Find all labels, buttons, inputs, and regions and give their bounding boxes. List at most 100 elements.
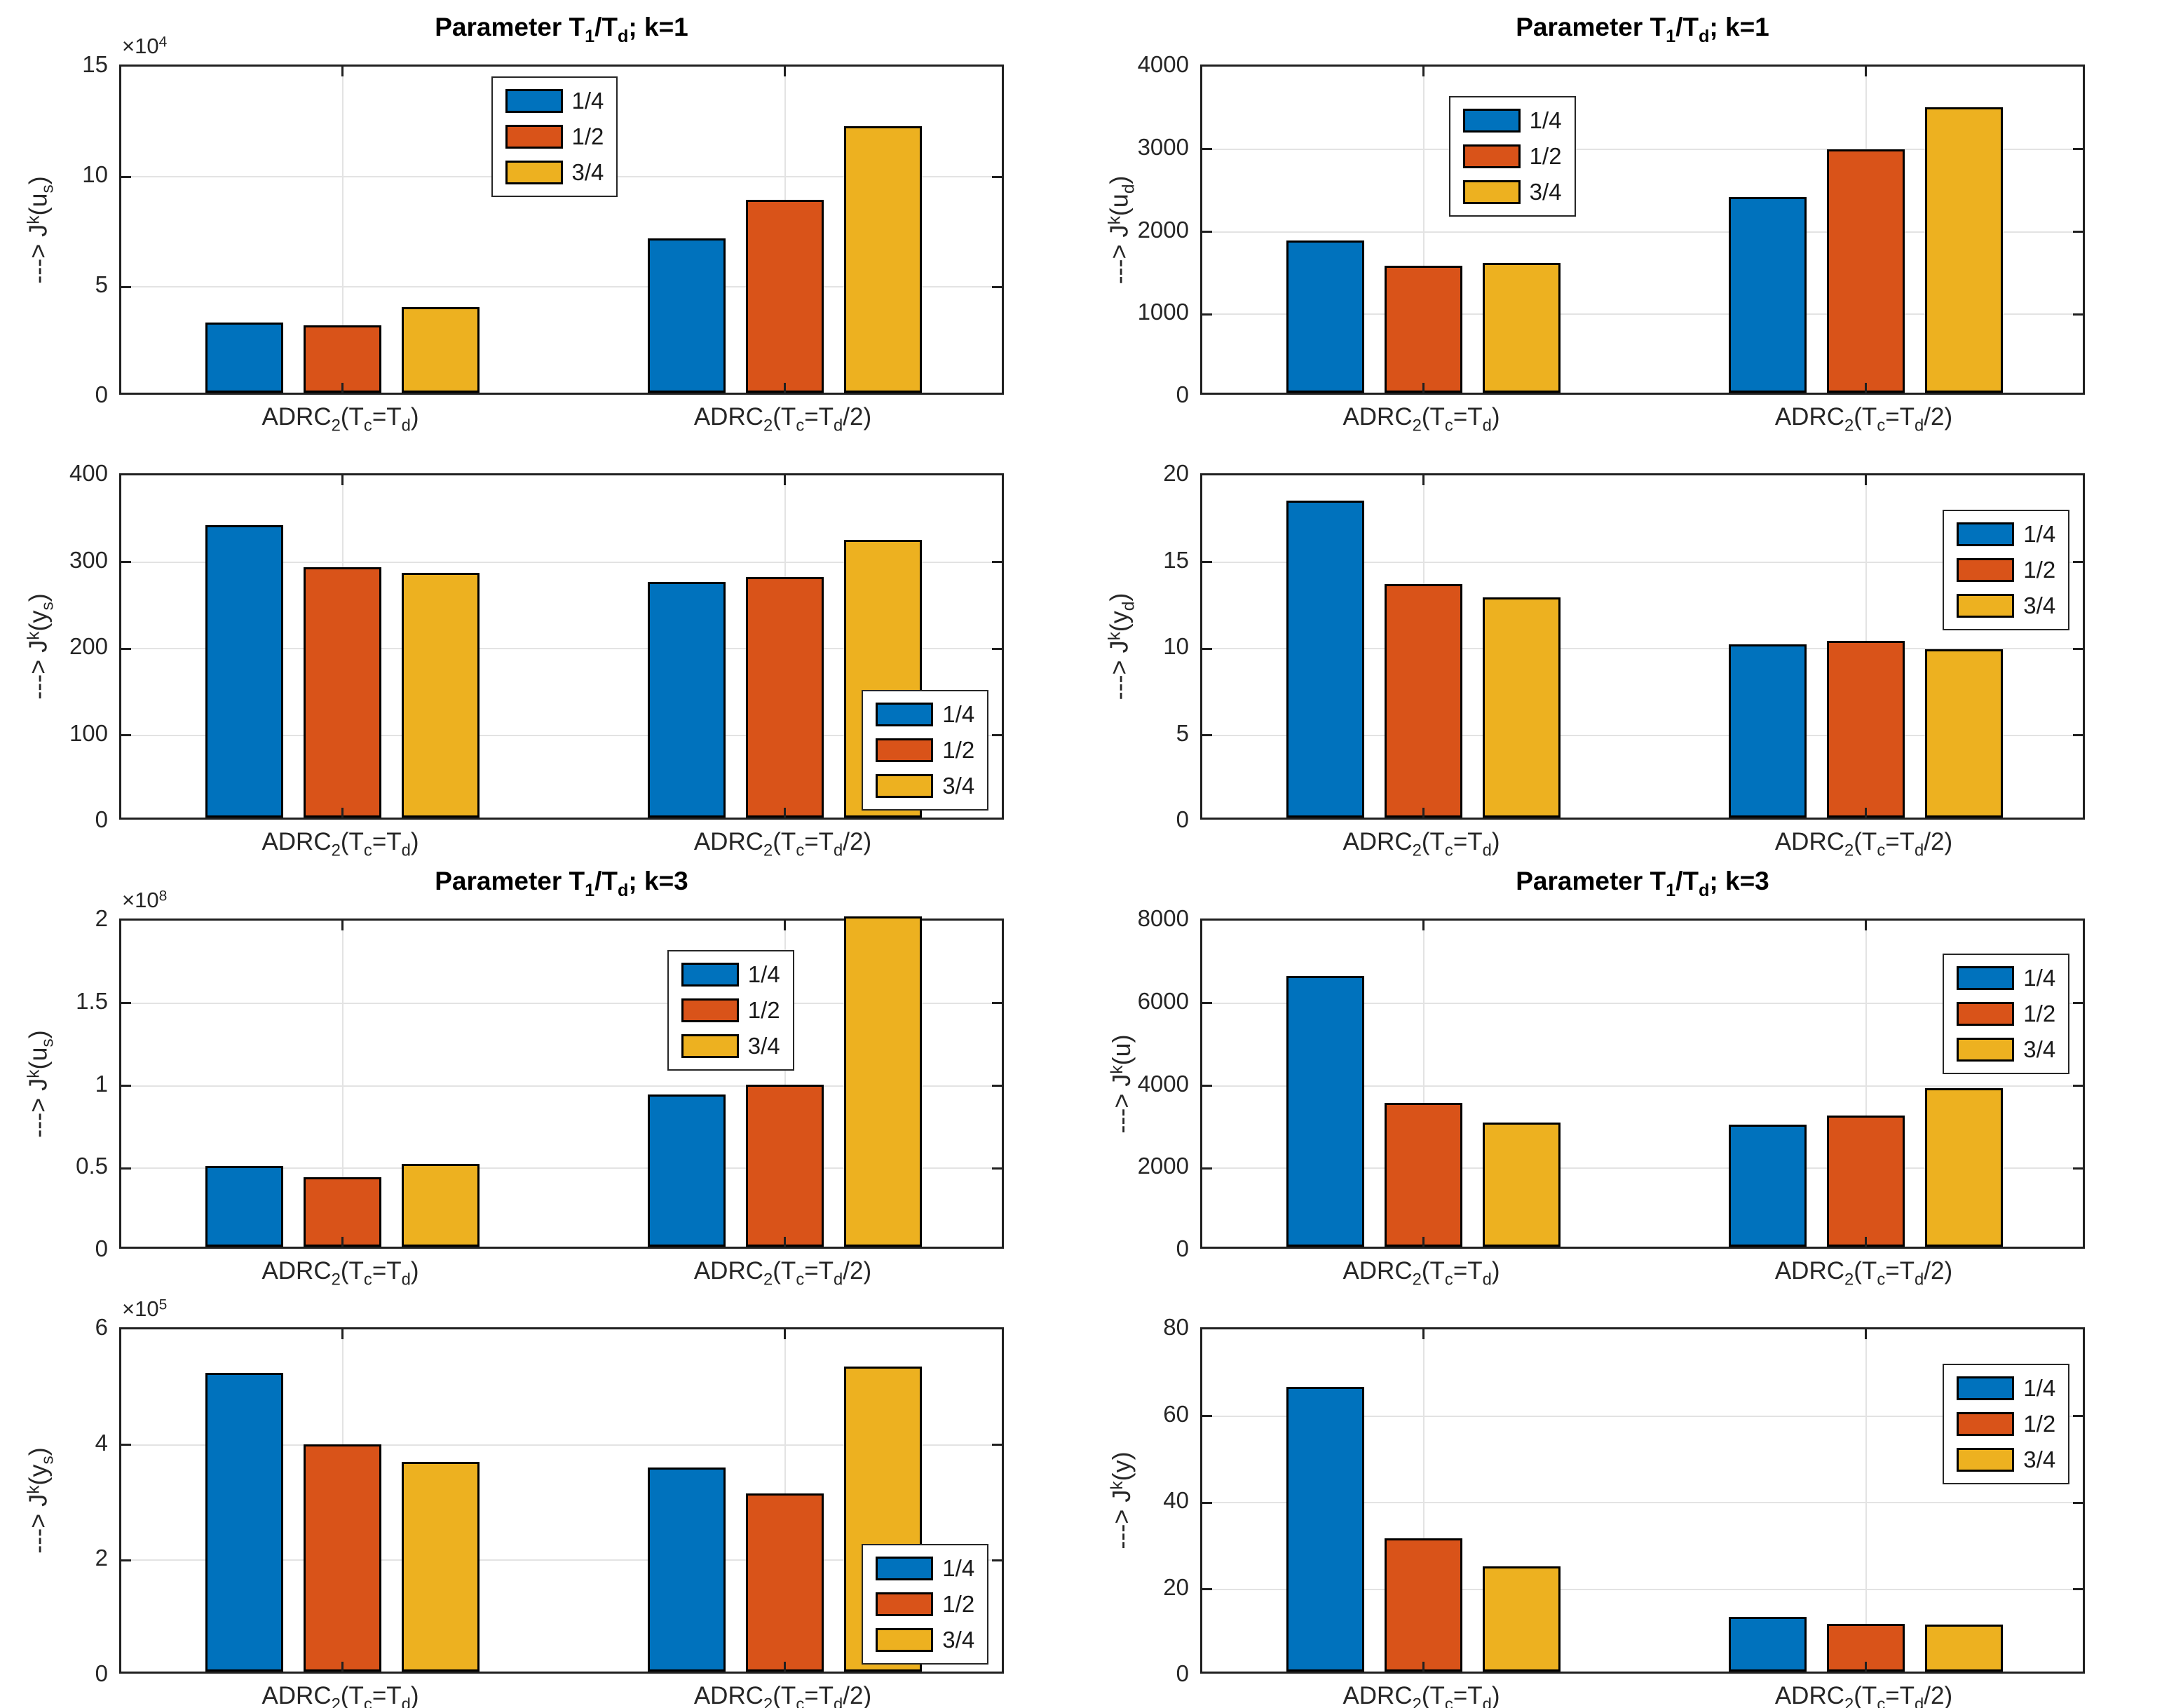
- y-gridline: [1202, 1502, 2083, 1503]
- y-tick-label: 15: [1163, 546, 1189, 573]
- x-tick-mark: [784, 808, 786, 818]
- legend-label: 1/4: [2023, 520, 2056, 547]
- legend-label: 3/4: [2023, 592, 2056, 618]
- legend-swatch-1/2: [1957, 1001, 2015, 1026]
- y-tick-label: 20: [1163, 1573, 1189, 1600]
- x-category-label: ADRC2(Tc=Td/2): [693, 1682, 872, 1708]
- x-tick-mark: [1422, 1329, 1425, 1339]
- legend-label: 3/4: [2023, 1446, 2056, 1472]
- bar-series-1/4-group1: [205, 524, 283, 818]
- legend-label: 1/2: [942, 737, 975, 764]
- plot-area: 1/4 1/2 3/4: [1200, 65, 2085, 395]
- y-gridline: [121, 286, 1002, 287]
- y-gridline: [1202, 1588, 2083, 1590]
- y-tick-mark: [2073, 1167, 2083, 1170]
- y-tick-label: 1: [95, 1070, 108, 1097]
- legend-swatch-3/4: [1957, 593, 2015, 618]
- legend-label: 1/2: [942, 1591, 975, 1618]
- x-gridline: [1422, 921, 1425, 1247]
- y-tick-mark: [1202, 734, 1212, 736]
- y-tick-mark: [1202, 647, 1212, 650]
- y-gridline: [121, 1167, 1002, 1170]
- y-tick-label: 80: [1163, 1314, 1189, 1340]
- bar-series-1/4-group2: [647, 582, 726, 818]
- x-category-label: ADRC2(Tc=Td): [261, 828, 419, 860]
- y-gridline: [1202, 734, 2083, 736]
- legend-entry: 1/4: [876, 1555, 974, 1582]
- legend-label: 1/4: [942, 1555, 975, 1582]
- x-tick-mark: [341, 383, 344, 393]
- y-tick-label: 0: [1176, 806, 1189, 832]
- x-tick-mark: [784, 921, 786, 930]
- y-tick-label: 40: [1163, 1487, 1189, 1513]
- y-tick-mark: [2073, 1588, 2083, 1590]
- bar-series-1/4-group1: [205, 322, 283, 393]
- x-tick-mark: [1865, 67, 1867, 76]
- bar-series-1/2-group1: [1384, 583, 1463, 818]
- legend-entry: 3/4: [505, 159, 604, 186]
- y-tick-label: 0: [1176, 1660, 1189, 1686]
- bar-series-3/4-group1: [1483, 1122, 1561, 1247]
- y-tick-mark: [2073, 1002, 2083, 1005]
- x-category-label: ADRC2(Tc=Td/2): [1774, 828, 1953, 860]
- y-tick-mark: [121, 561, 131, 563]
- legend-entry: 1/2: [1957, 1001, 2055, 1027]
- legend-label: 1/4: [747, 961, 780, 987]
- y-tick-mark: [1202, 1501, 1212, 1504]
- y-tick-label: 3000: [1137, 133, 1189, 160]
- bar-series-3/4-group2: [1925, 1624, 2004, 1672]
- legend-swatch-3/4: [505, 160, 563, 184]
- y-tick-mark: [1202, 313, 1212, 316]
- legend-entry: 1/4: [505, 88, 604, 114]
- y-tick-mark: [992, 1444, 1002, 1446]
- x-tick-mark: [1865, 1329, 1867, 1339]
- y-tick-label: 5: [1176, 719, 1189, 746]
- bar-series-1/4-group1: [1286, 1387, 1364, 1672]
- legend-entry: 1/4: [876, 701, 974, 728]
- chart-title: Parameter T1/Td; k=3: [435, 867, 688, 900]
- y-gridline: [121, 734, 1002, 736]
- x-tick-mark: [1422, 921, 1425, 930]
- x-tick-mark: [784, 475, 786, 485]
- y-tick-mark: [121, 285, 131, 288]
- plot-area: 1/4 1/2 3/4: [119, 916, 1004, 1249]
- y-tick-mark: [992, 647, 1002, 650]
- x-tick-mark: [341, 475, 344, 485]
- y-tick-mark: [2073, 1415, 2083, 1417]
- legend-entry: 1/2: [1957, 1411, 2055, 1437]
- y-tick-label: 0: [95, 1660, 108, 1686]
- plot-area: 1/4 1/2 3/4: [1200, 1327, 2085, 1674]
- legend: 1/4 1/2 3/4: [1943, 953, 2070, 1074]
- x-category-label: ADRC2(Tc=Td): [1342, 1682, 1500, 1708]
- y-tick-label: 300: [69, 546, 108, 573]
- bar-series-3/4-group2: [844, 126, 923, 393]
- legend-entry: 1/2: [505, 123, 604, 150]
- x-tick-mark: [1865, 808, 1867, 818]
- y-tick-label: 0: [95, 1235, 108, 1261]
- legend-swatch-1/4: [1957, 1376, 2015, 1400]
- plot-area: 1/4 1/2 3/4: [119, 65, 1004, 395]
- y-tick-mark: [121, 647, 131, 650]
- x-tick-mark: [1422, 475, 1425, 485]
- legend-swatch-3/4: [1957, 1037, 2015, 1062]
- legend-entry: 3/4: [1957, 592, 2055, 619]
- y-axis-label: ---> Jk(us): [23, 175, 57, 284]
- subplot-r2c2-jk-yd-k1: ---> Jk(yd) 1/4 1/2 3/4 0 5 10 15 20 ADRC2(Tc=Td)…: [1081, 427, 2162, 860]
- legend-label: 3/4: [1529, 178, 1562, 205]
- legend-label: 3/4: [571, 158, 604, 185]
- bar-series-3/4-group2: [844, 916, 923, 1247]
- y-tick-mark: [2073, 148, 2083, 151]
- bar-series-3/4-group1: [402, 1164, 480, 1247]
- y-tick-mark: [121, 1444, 131, 1446]
- x-gridline: [1422, 67, 1425, 393]
- x-category-label: ADRC2(Tc=Td): [261, 403, 419, 435]
- y-tick-label: 4000: [1137, 51, 1189, 77]
- legend-swatch-1/2: [876, 1592, 934, 1617]
- y-tick-mark: [992, 734, 1002, 736]
- legend-swatch-1/4: [1957, 522, 2015, 546]
- bar-series-3/4-group1: [402, 1462, 480, 1672]
- bar-series-3/4-group2: [1925, 107, 2004, 393]
- x-tick-mark: [784, 67, 786, 76]
- plot-area: 1/4 1/2 3/4: [1200, 919, 2085, 1249]
- legend: 1/4 1/2 3/4: [1448, 95, 1576, 217]
